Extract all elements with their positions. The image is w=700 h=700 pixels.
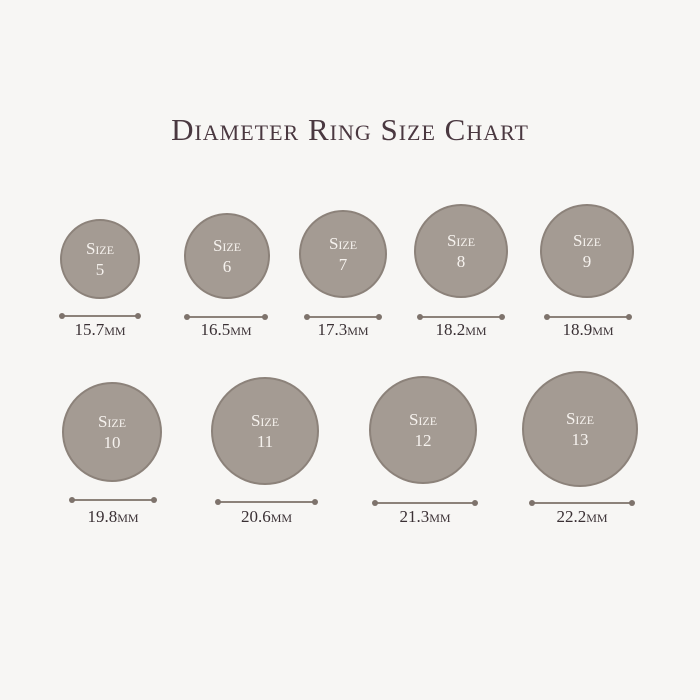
diameter-bar bbox=[69, 497, 157, 503]
size-number: 13 bbox=[571, 430, 589, 449]
size-word: Size bbox=[328, 234, 358, 253]
size-number: 9 bbox=[582, 252, 592, 271]
ring-size-12: Size 12 bbox=[369, 376, 477, 484]
size-number: 5 bbox=[95, 260, 105, 279]
diameter-bar bbox=[372, 500, 478, 506]
ring-size-7: Size 7 bbox=[299, 210, 387, 298]
size-word: Size bbox=[250, 411, 280, 430]
size-number: 6 bbox=[222, 257, 232, 276]
size-word: Size bbox=[565, 409, 595, 428]
diameter-label: 17.3mm bbox=[317, 320, 369, 339]
size-number: 12 bbox=[414, 431, 432, 450]
diameter-bar bbox=[304, 314, 382, 320]
size-word: Size bbox=[212, 236, 242, 255]
diameter-bar bbox=[184, 314, 268, 320]
size-number: 10 bbox=[103, 433, 121, 452]
diameter-bar bbox=[529, 500, 635, 506]
ring-size-8: Size 8 bbox=[414, 204, 508, 298]
diameter-label: 16.5mm bbox=[200, 320, 252, 339]
diameter-bar bbox=[417, 314, 505, 320]
chart-title: Diameter Ring Size Chart bbox=[171, 112, 529, 147]
size-number: 8 bbox=[456, 252, 466, 271]
ring-size-6: Size 6 bbox=[184, 213, 270, 299]
ring-size-9: Size 9 bbox=[540, 204, 634, 298]
diameter-label: 22.2mm bbox=[556, 507, 608, 526]
ring-size-10: Size 10 bbox=[62, 382, 162, 482]
size-word: Size bbox=[446, 231, 476, 250]
diameter-label: 21.3mm bbox=[399, 507, 451, 526]
diameter-label: 18.2mm bbox=[435, 320, 487, 339]
size-word: Size bbox=[97, 412, 127, 431]
diameter-label: 15.7mm bbox=[74, 320, 126, 339]
diameter-label: 19.8mm bbox=[87, 507, 139, 526]
diameter-bar bbox=[544, 314, 632, 320]
ring-size-5: Size 5 bbox=[60, 219, 140, 299]
size-number: 7 bbox=[338, 255, 348, 274]
ring-size-11: Size 11 bbox=[211, 377, 319, 485]
size-word: Size bbox=[572, 231, 602, 250]
diameter-bar bbox=[59, 313, 141, 319]
size-word: Size bbox=[85, 239, 115, 258]
ring-size-13: Size 13 bbox=[522, 371, 638, 487]
size-number: 11 bbox=[256, 432, 274, 451]
size-word: Size bbox=[408, 410, 438, 429]
diameter-bar bbox=[215, 499, 318, 505]
diameter-label: 18.9mm bbox=[562, 320, 614, 339]
diameter-label: 20.6mm bbox=[240, 507, 293, 526]
